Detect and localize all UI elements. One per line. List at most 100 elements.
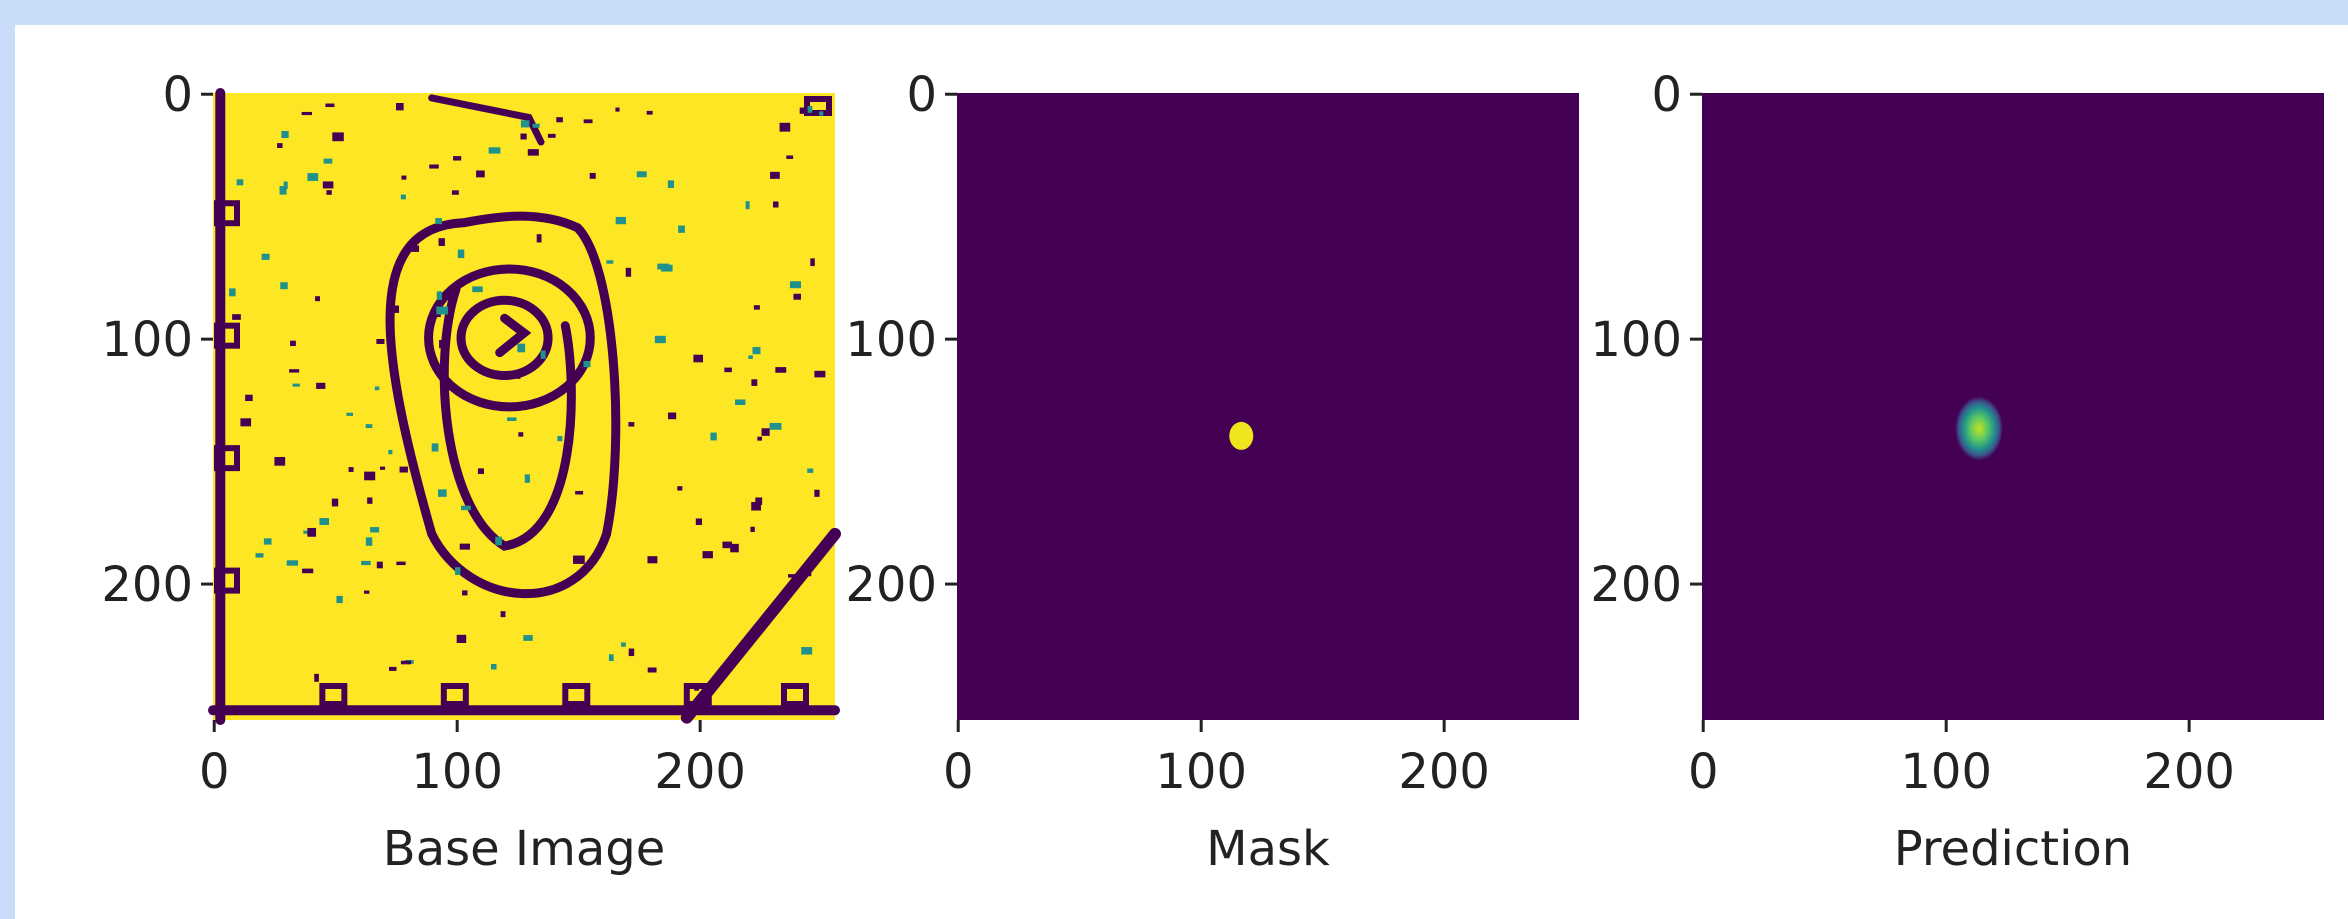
speck (735, 399, 745, 405)
speck (437, 291, 442, 300)
prediction-spot (1955, 397, 2003, 461)
image-background (1702, 93, 2324, 720)
speck (750, 527, 754, 532)
speck (775, 367, 786, 373)
speck (757, 437, 762, 441)
speck (609, 654, 614, 661)
speck (648, 667, 657, 672)
speck (324, 159, 333, 164)
speck (801, 647, 812, 654)
speck (290, 341, 296, 346)
speck (366, 537, 372, 545)
speck (364, 591, 369, 594)
x-tick-label: 200 (1398, 744, 1490, 800)
speck (495, 537, 502, 546)
x-axis-label: Prediction (1894, 821, 2132, 877)
speck (240, 418, 251, 426)
speck (752, 347, 760, 354)
speck (438, 489, 447, 497)
speck (583, 361, 590, 367)
speck (411, 245, 419, 251)
speck (800, 572, 811, 576)
speck (325, 104, 334, 108)
x-tick-label: 100 (1155, 744, 1247, 800)
y-tick-label: 100 (1590, 312, 1682, 368)
speck (377, 562, 383, 569)
speck (657, 264, 669, 270)
speck (746, 201, 750, 209)
speck (751, 379, 757, 386)
speck (302, 112, 312, 115)
speck (396, 562, 405, 565)
image-background (957, 93, 1579, 720)
speck (452, 190, 459, 195)
speck (819, 111, 823, 115)
speck (349, 467, 354, 472)
speck (429, 165, 438, 169)
speck (367, 497, 372, 503)
speck (274, 457, 285, 466)
speck (637, 171, 647, 177)
speck (472, 286, 483, 292)
speck (793, 294, 801, 300)
x-tick-label: 100 (411, 744, 503, 800)
speck (293, 384, 300, 387)
speck (788, 574, 795, 578)
speck (245, 395, 253, 401)
speck (616, 217, 626, 224)
speck (722, 542, 731, 549)
x-axis-label: Mask (1206, 821, 1330, 877)
speck (460, 544, 470, 550)
speck (748, 355, 753, 359)
speck (229, 288, 236, 296)
speck (458, 250, 464, 259)
speck (501, 611, 506, 617)
speck (388, 450, 392, 454)
speck (814, 490, 819, 497)
x-tick-label: 0 (943, 744, 974, 800)
speck (435, 218, 442, 224)
speck (411, 464, 416, 471)
speck (336, 596, 342, 603)
x-tick-label: 0 (1688, 744, 1719, 800)
speck (521, 120, 530, 127)
speck (326, 190, 331, 195)
x-tick-label: 100 (1900, 744, 1992, 800)
speck (315, 296, 320, 301)
speck (626, 268, 631, 277)
speck (525, 474, 530, 482)
y-tick-label: 200 (845, 557, 937, 613)
speck (668, 180, 674, 188)
speck (489, 147, 501, 153)
x-axis-label: Base Image (383, 821, 665, 877)
speck (541, 350, 546, 358)
speck (807, 468, 813, 472)
speck (790, 281, 801, 288)
speck (262, 254, 270, 260)
speck (751, 502, 761, 510)
speck (786, 155, 793, 158)
speck (393, 306, 399, 313)
speck (439, 340, 448, 348)
speck (678, 226, 685, 233)
speck (289, 369, 299, 372)
speck (376, 339, 384, 344)
speck (323, 181, 334, 188)
y-tick-label: 100 (101, 312, 193, 368)
speck (628, 422, 634, 426)
speck (332, 132, 344, 141)
speck (523, 635, 532, 641)
speck (237, 179, 244, 185)
speck (455, 567, 460, 575)
speck (232, 314, 241, 320)
speck (307, 173, 318, 181)
speck (457, 635, 467, 643)
speck (316, 383, 325, 389)
speck (307, 528, 316, 537)
speck (770, 423, 782, 430)
y-tick-label: 0 (906, 67, 937, 123)
y-tick-label: 200 (1590, 557, 1682, 613)
speck (677, 486, 682, 490)
speck (615, 108, 619, 112)
speck (577, 306, 586, 310)
